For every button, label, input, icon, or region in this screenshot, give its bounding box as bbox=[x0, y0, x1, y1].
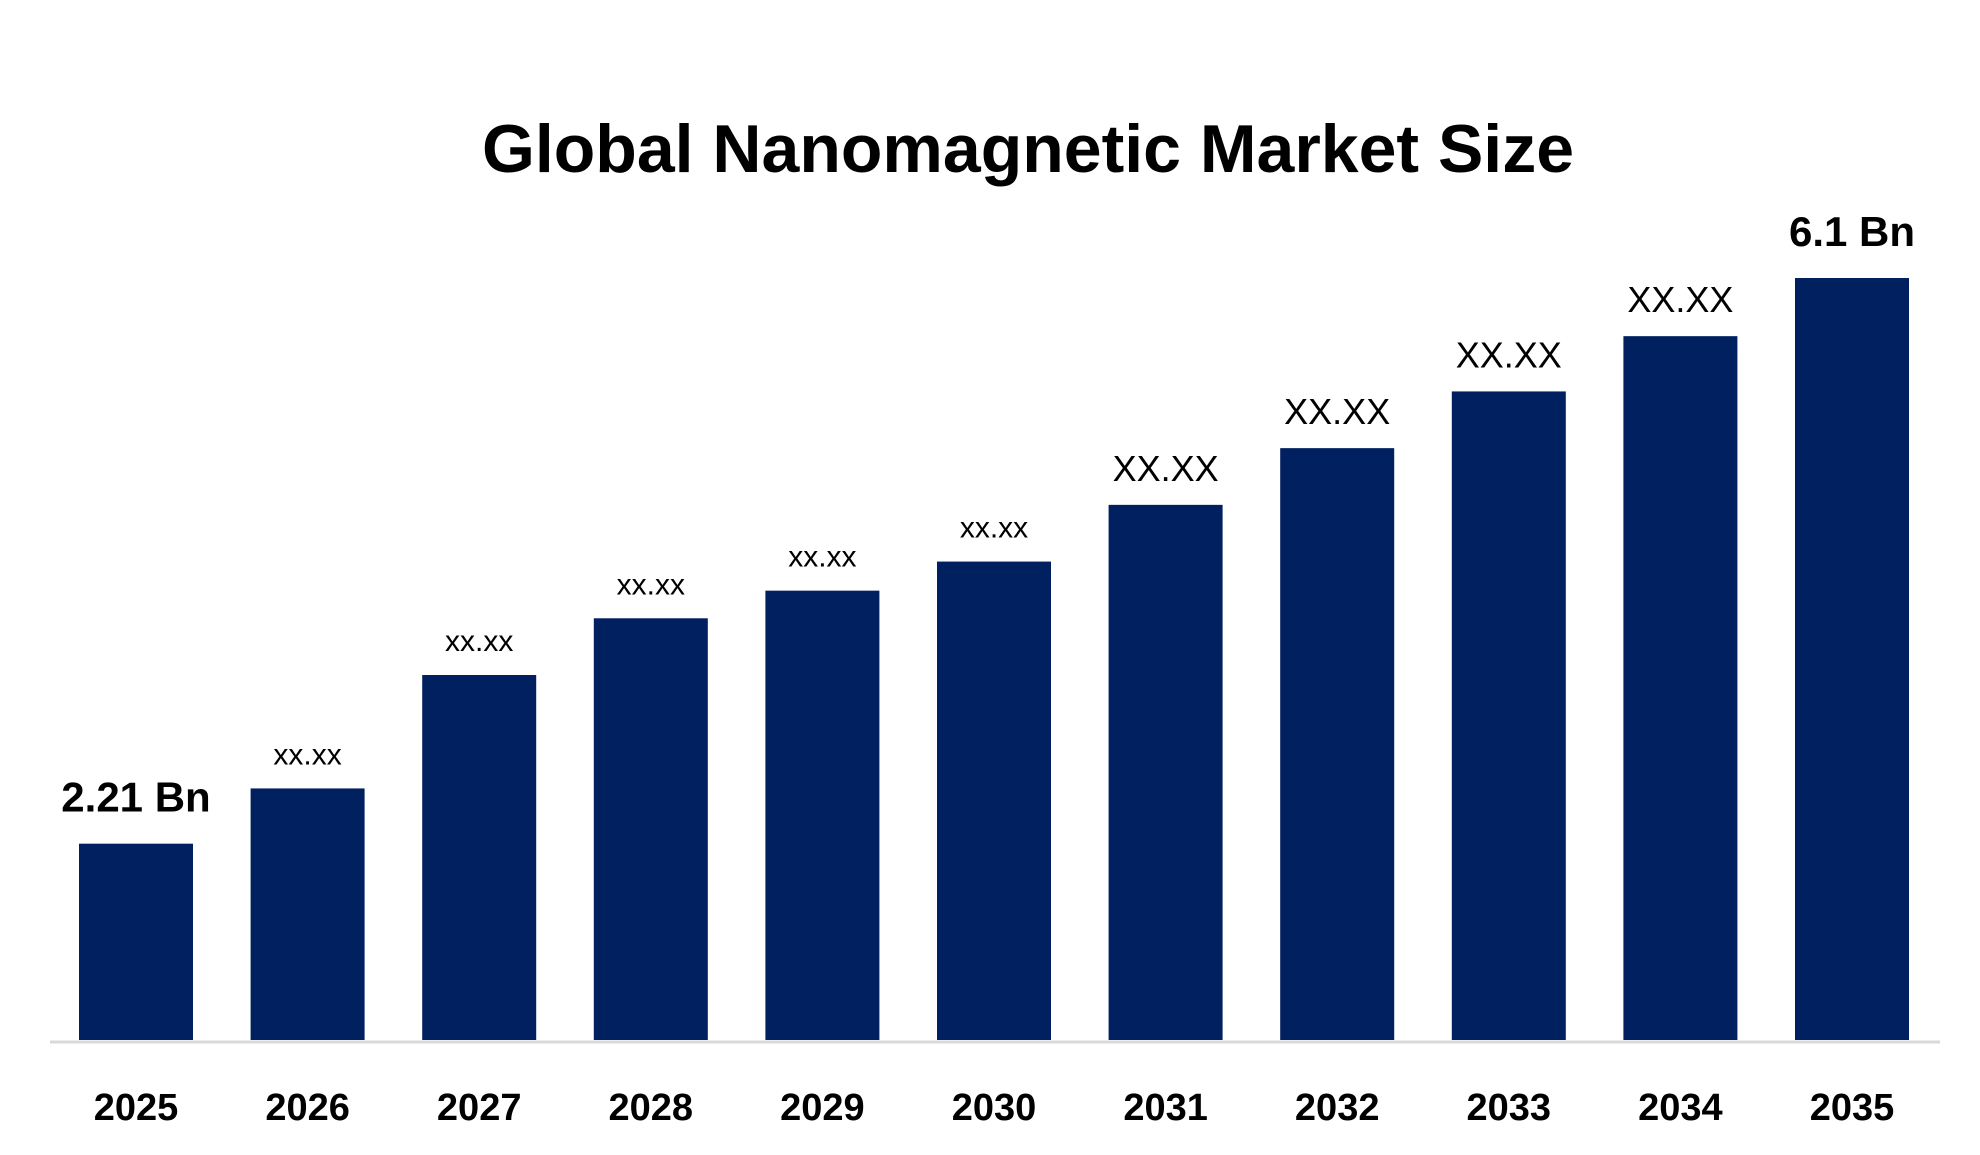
bar-2031 bbox=[1108, 504, 1223, 1040]
data-label-2026: xx.xx bbox=[273, 738, 341, 771]
x-tick-label: 2032 bbox=[1295, 1087, 1380, 1129]
data-label-2034: XX.XX bbox=[1627, 279, 1733, 320]
bar-2032 bbox=[1280, 448, 1395, 1040]
bar-2029 bbox=[765, 590, 880, 1040]
data-label-2028: xx.xx bbox=[617, 568, 685, 601]
bar-2030 bbox=[937, 561, 1051, 1040]
data-label-2027: xx.xx bbox=[445, 625, 513, 658]
x-tick-label: 2028 bbox=[609, 1087, 694, 1129]
data-label-2032: XX.XX bbox=[1284, 391, 1390, 432]
x-tick-label: 2025 bbox=[94, 1087, 179, 1129]
x-tick-label: 2031 bbox=[1123, 1087, 1208, 1129]
bar-2026 bbox=[250, 788, 365, 1040]
bar-2025 bbox=[79, 843, 193, 1040]
x-tick-label: 2030 bbox=[952, 1087, 1037, 1129]
bar-2028 bbox=[593, 618, 708, 1040]
bar-2035 bbox=[1795, 278, 1909, 1040]
data-label-2030: xx.xx bbox=[960, 512, 1028, 545]
x-tick-label: 2026 bbox=[265, 1087, 350, 1129]
data-label-2033: XX.XX bbox=[1456, 334, 1562, 375]
x-tick-label: 2034 bbox=[1638, 1087, 1723, 1129]
data-label-2035: 6.1 Bn bbox=[1789, 208, 1915, 255]
x-tick-label: 2033 bbox=[1467, 1087, 1552, 1129]
x-tick-label: 2029 bbox=[780, 1087, 865, 1129]
bar-2034 bbox=[1623, 336, 1738, 1040]
data-label-2031: XX.XX bbox=[1113, 448, 1219, 489]
chart-title: Global Nanomagnetic Market Size bbox=[482, 111, 1574, 187]
bar-2033 bbox=[1451, 391, 1566, 1040]
bar-2027 bbox=[422, 674, 537, 1040]
x-tick-label: 2027 bbox=[437, 1087, 522, 1129]
data-label-2029: xx.xx bbox=[788, 541, 856, 574]
data-label-2025: 2.21 Bn bbox=[61, 774, 210, 821]
x-tick-label: 2035 bbox=[1810, 1087, 1895, 1129]
